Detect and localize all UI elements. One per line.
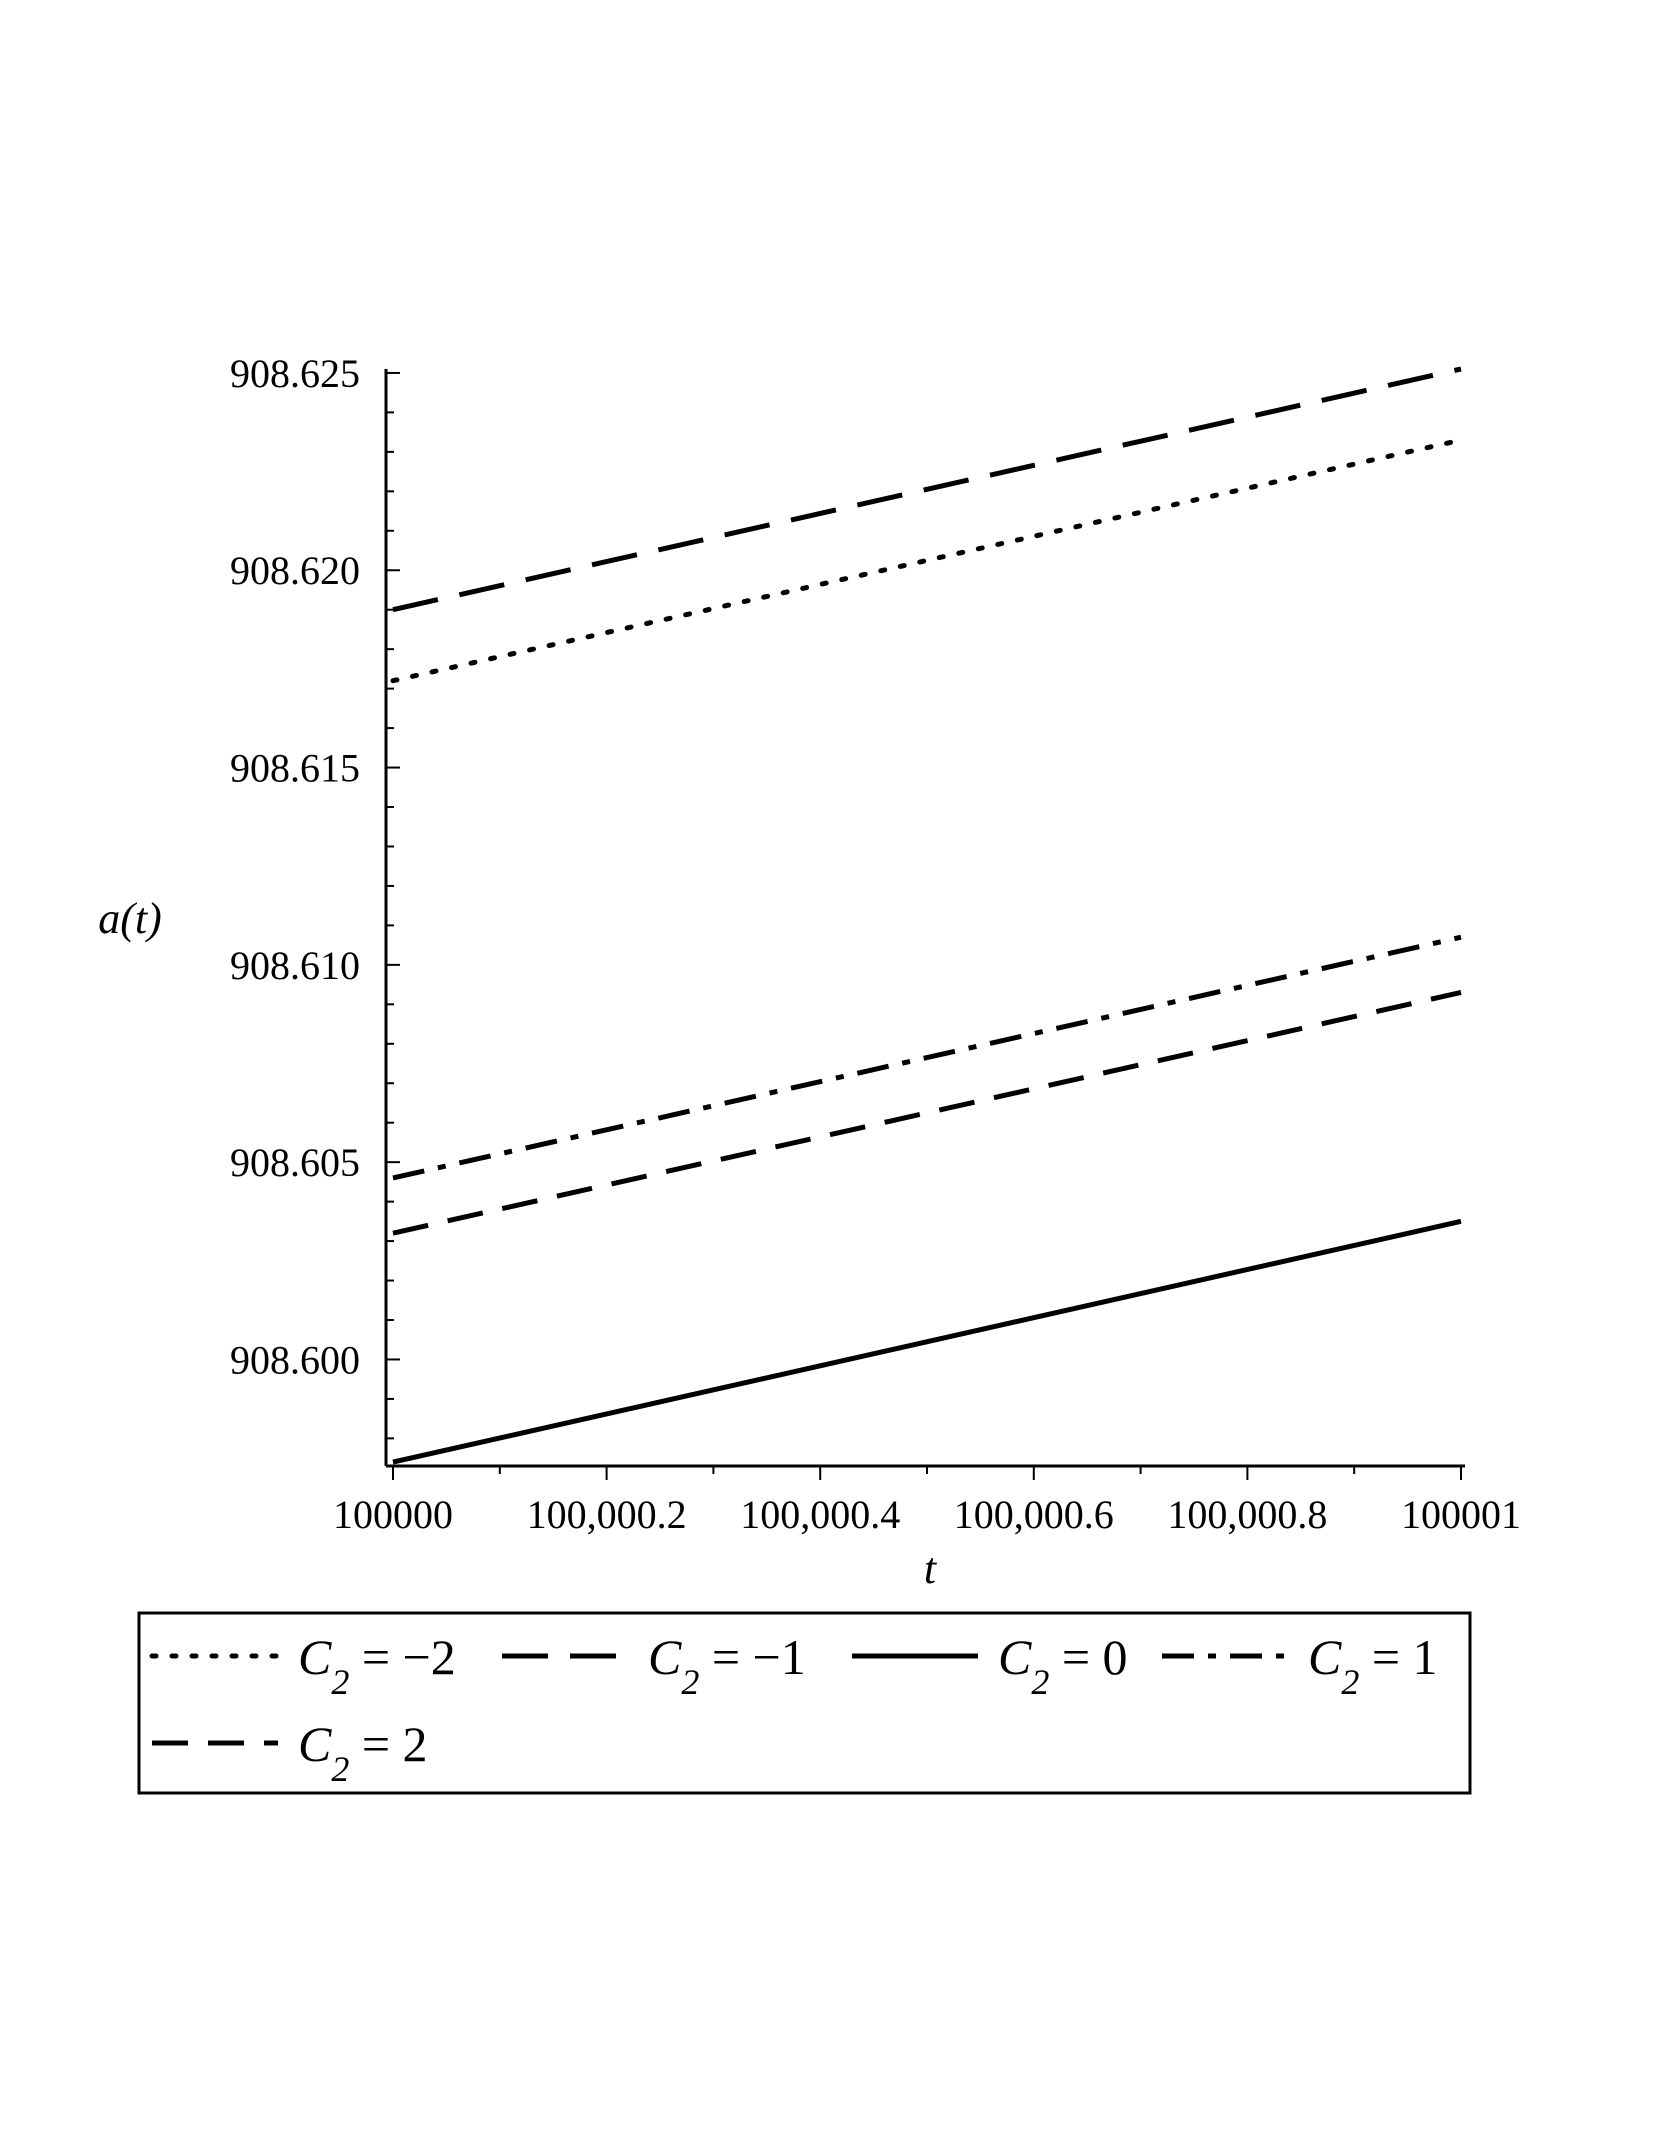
legend-label: C2 = −1 xyxy=(648,1629,806,1702)
x-tick-label: 100,000.4 xyxy=(740,1492,900,1537)
series-line xyxy=(392,366,1462,613)
x-tick-label: 100001 xyxy=(1401,1492,1521,1537)
y-tick-label: 908.615 xyxy=(230,746,360,791)
y-axis-title: a(t) xyxy=(98,894,162,943)
series-line xyxy=(392,990,1462,1236)
legend-label: C2 = −2 xyxy=(298,1629,456,1702)
legend-label: C2 = 2 xyxy=(298,1716,428,1789)
legend-box xyxy=(137,1611,1472,1795)
x-axis-title: t xyxy=(924,1544,938,1593)
series-line xyxy=(392,934,1462,1181)
series-line xyxy=(392,1218,1462,1465)
x-tick-label: 100,000.2 xyxy=(527,1492,687,1537)
legend-label: C2 = 0 xyxy=(998,1629,1128,1702)
y-tick-label: 908.600 xyxy=(230,1337,360,1382)
legend: C2 = −2 C2 = −1 C2 = 0 C2 = 1 C2 = 2 xyxy=(149,1629,1438,1789)
y-tick-label: 908.610 xyxy=(230,943,360,988)
y-tick-label: 908.625 xyxy=(230,351,360,396)
series-line xyxy=(390,437,1464,684)
y-tick-label: 908.605 xyxy=(230,1140,360,1185)
series-lines xyxy=(390,366,1464,1465)
x-tick-label: 100,000.6 xyxy=(954,1492,1114,1537)
y-ticks: 908.600 908.605 908.610 908.615 908.620 908.6… xyxy=(230,351,400,1440)
legend-label: C2 = 1 xyxy=(1308,1629,1438,1702)
x-tick-label: 100000 xyxy=(333,1492,453,1537)
x-tick-label: 100,000.8 xyxy=(1167,1492,1327,1537)
y-tick-label: 908.620 xyxy=(230,548,360,593)
x-ticks: 100000 100,000.2 100,000.4 100,000.6 100,000… xyxy=(333,1466,1521,1537)
